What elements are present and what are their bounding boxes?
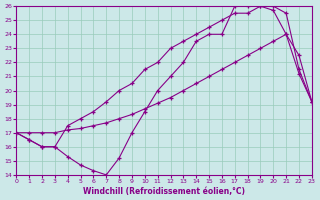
X-axis label: Windchill (Refroidissement éolien,°C): Windchill (Refroidissement éolien,°C) bbox=[83, 187, 245, 196]
